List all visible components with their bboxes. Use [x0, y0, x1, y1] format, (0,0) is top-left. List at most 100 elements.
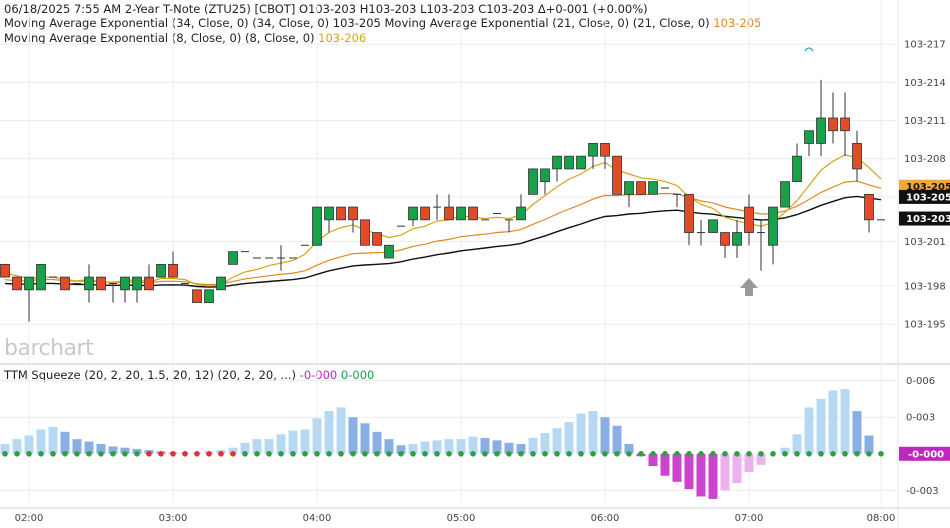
candle — [324, 206, 334, 233]
candle-down — [468, 206, 478, 221]
candle — [540, 168, 550, 195]
time-tick-label: 05:00 — [447, 513, 476, 524]
squeeze-dot-red — [194, 450, 200, 457]
candle — [192, 289, 202, 303]
candle — [228, 251, 238, 265]
candle-up — [708, 219, 718, 233]
candle-up — [816, 117, 826, 144]
candle-up — [312, 206, 322, 246]
squeeze-histogram-bar — [396, 445, 406, 454]
squeeze-dot-green — [854, 450, 860, 457]
squeeze-histogram-bar — [504, 442, 514, 454]
signal-arc-icon — [804, 47, 814, 52]
candle — [624, 181, 634, 208]
squeeze-histogram-bar — [852, 411, 862, 454]
squeeze-dot-green — [338, 450, 344, 457]
candle-down — [840, 117, 850, 132]
candle-down — [444, 206, 454, 221]
squeeze-dot-green — [698, 450, 704, 457]
price-tick-label: 103-211 — [904, 116, 946, 127]
squeeze-dot-green — [542, 450, 548, 457]
candle — [312, 206, 322, 246]
candle — [216, 276, 226, 291]
squeeze-dot-green — [482, 450, 488, 457]
candle-up — [792, 155, 802, 183]
candle-up — [564, 155, 574, 170]
candle-up — [780, 181, 790, 208]
squeeze-histogram-bar — [84, 441, 94, 454]
ema-legend-8: Moving Average Exponential (8, Close, 0)… — [4, 31, 367, 45]
candle-down — [852, 143, 862, 170]
candle — [433, 194, 441, 220]
squeeze-dot-green — [134, 450, 140, 457]
candle-down — [348, 206, 358, 221]
candle-down — [864, 193, 874, 221]
squeeze-dot-green — [602, 450, 608, 457]
candle — [768, 206, 778, 265]
squeeze-histogram-bar — [660, 453, 670, 476]
squeeze-dot-green — [614, 450, 620, 457]
squeeze-dot-red — [182, 450, 188, 457]
candle-up — [24, 276, 34, 291]
squeeze-dot-green — [686, 450, 692, 457]
candle — [336, 206, 346, 221]
candle — [384, 244, 394, 259]
squeeze-dot-green — [842, 450, 848, 457]
squeeze-dot-green — [386, 450, 392, 457]
squeeze-histogram-bar — [576, 413, 586, 454]
candle — [277, 245, 285, 271]
squeeze-histogram-bar — [276, 434, 286, 454]
squeeze-dot-green — [626, 450, 632, 457]
candle — [528, 168, 538, 195]
price-tick-label: 103-201 — [904, 237, 946, 248]
squeeze-dot-green — [374, 450, 380, 457]
candle-down — [420, 206, 430, 221]
price-label-text: 103-205 — [906, 182, 950, 193]
squeeze-dot-red — [206, 450, 212, 457]
price-label-box — [899, 211, 950, 226]
candle-up — [456, 206, 466, 221]
candle — [96, 276, 106, 291]
squeeze-dot-green — [242, 450, 248, 457]
squeeze-dot-green — [794, 450, 800, 457]
squeeze-histogram-bar — [480, 437, 490, 454]
squeeze-dot-green — [290, 450, 296, 457]
candle — [408, 206, 418, 227]
squeeze-value-text: -0-000 — [908, 449, 944, 460]
candle — [120, 276, 130, 303]
candle — [792, 143, 802, 183]
squeeze-dot-green — [638, 450, 644, 457]
candle-down — [60, 276, 70, 291]
squeeze-histogram-bar — [732, 453, 742, 484]
candle-up — [324, 206, 334, 221]
candle — [372, 232, 382, 246]
signal-arrow-up-icon — [740, 278, 758, 296]
price-label-text: 103-203 — [906, 214, 950, 225]
squeeze-histogram-bar — [456, 439, 466, 454]
candle — [852, 130, 862, 182]
candle — [156, 263, 166, 278]
candle-up — [552, 155, 562, 170]
candle-up — [228, 251, 238, 265]
candle — [444, 194, 454, 221]
candle-down — [12, 276, 22, 291]
candle — [60, 276, 70, 291]
squeeze-dot-green — [398, 450, 404, 457]
candle — [24, 276, 34, 322]
squeeze-histogram-bar — [588, 411, 598, 454]
candle-down — [684, 193, 694, 233]
candle — [12, 276, 22, 291]
candle — [204, 289, 214, 303]
squeeze-dot-green — [590, 450, 596, 457]
candle — [84, 264, 94, 303]
candle — [708, 219, 718, 233]
candle — [0, 263, 10, 278]
price-tick-label: 103-214 — [904, 78, 946, 89]
squeeze-dot-red — [218, 450, 224, 457]
squeeze-histogram-bar — [48, 426, 58, 454]
candle-up — [132, 276, 142, 291]
squeeze-histogram-bar — [804, 407, 814, 454]
squeeze-histogram-bar — [720, 453, 730, 491]
candle — [673, 193, 681, 208]
